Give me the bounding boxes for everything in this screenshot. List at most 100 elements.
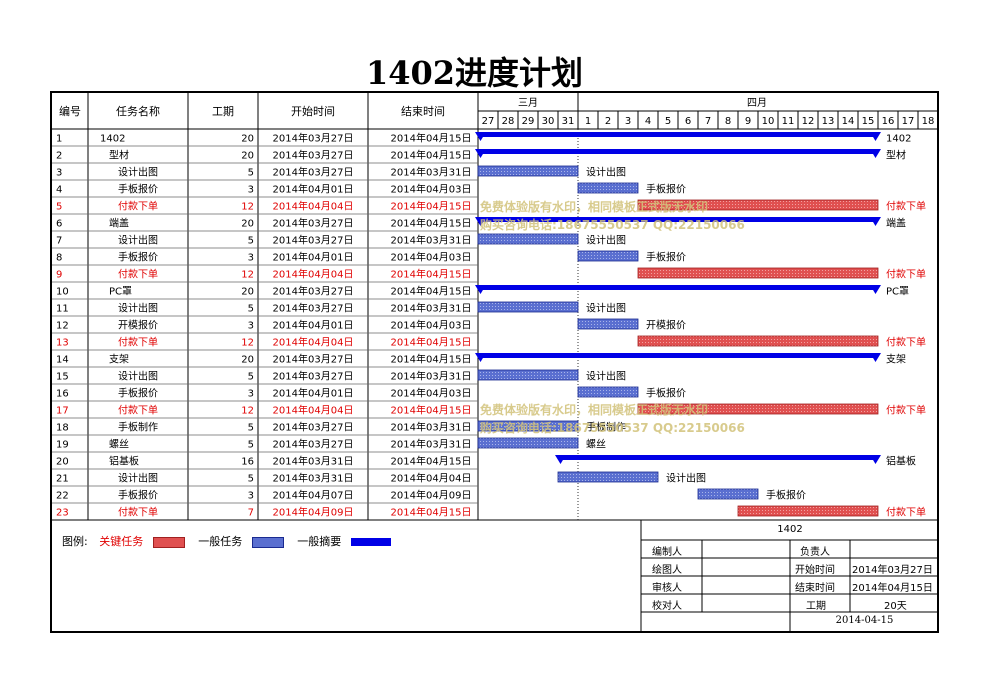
task-name: 设计出图 [118, 234, 158, 247]
task-start: 2014年03月27日 [273, 370, 354, 383]
task-bar [577, 182, 639, 194]
task-name: 手板报价 [118, 387, 158, 400]
day-label: 30 [542, 116, 555, 127]
task-end: 2014年04月15日 [391, 149, 472, 162]
summary-end-cap [870, 455, 881, 464]
header-col-end: 结束时间 [401, 105, 445, 118]
task-duration: 12 [241, 202, 254, 213]
summary-start-cap [475, 217, 486, 226]
signoff-reviewer: 审核人 [652, 583, 682, 594]
task-id: 14 [56, 355, 69, 366]
day-label: 5 [665, 116, 671, 127]
task-duration: 5 [248, 304, 254, 315]
task-end: 2014年04月15日 [391, 217, 472, 230]
task-name: 端盖 [109, 217, 129, 230]
day-label: 18 [922, 116, 935, 127]
task-name: PC罩 [109, 286, 132, 298]
task-id: 18 [56, 423, 69, 434]
task-end: 2014年04月15日 [391, 353, 472, 366]
bar-label: 端盖 [886, 217, 906, 230]
task-start: 2014年03月27日 [273, 302, 354, 315]
task-name: 设计出图 [118, 166, 158, 179]
bar-label: 设计出图 [586, 166, 626, 179]
day-label: 8 [725, 116, 731, 127]
task-start: 2014年03月27日 [273, 149, 354, 162]
task-end: 2014年04月15日 [391, 268, 472, 281]
watermark-line2: 购买咨询电话:18675550537 QQ:22150066 [480, 420, 745, 435]
task-duration: 20 [241, 355, 254, 366]
task-duration: 20 [241, 151, 254, 162]
day-label: 31 [562, 116, 575, 127]
task-id: 19 [56, 440, 69, 451]
bar-label: 付款下单 [886, 200, 926, 213]
day-label: 12 [802, 116, 815, 127]
day-label: 13 [822, 116, 835, 127]
legend-critical-label: 关键任务 [99, 535, 144, 548]
task-end: 2014年04月04日 [391, 472, 472, 485]
signoff-end-label: 结束时间 [795, 583, 835, 594]
task-name: 1402 [100, 134, 125, 145]
task-end: 2014年04月15日 [391, 285, 472, 298]
task-start: 2014年03月27日 [273, 132, 354, 145]
task-end: 2014年03月31日 [391, 302, 472, 315]
task-start: 2014年04月04日 [273, 336, 354, 349]
signoff-start-label: 开始时间 [795, 565, 835, 576]
task-id: 7 [56, 236, 62, 247]
month-label-mar: 三月 [518, 97, 538, 109]
summary-bar [478, 132, 878, 137]
day-label: 4 [645, 116, 651, 127]
header-col-id: 编号 [59, 104, 81, 118]
task-name: 设计出图 [118, 370, 158, 383]
task-end: 2014年04月15日 [391, 404, 472, 417]
bar-label: 付款下单 [886, 336, 926, 349]
task-start: 2014年04月01日 [273, 251, 354, 264]
summary-end-cap [870, 149, 881, 158]
summary-bar [478, 353, 878, 358]
task-name: 手板报价 [118, 183, 158, 196]
task-name: 型材 [109, 149, 129, 162]
task-duration: 5 [248, 440, 254, 451]
task-id: 17 [56, 406, 69, 417]
task-duration: 3 [248, 253, 254, 264]
legend-normal-label: 一般任务 [198, 535, 243, 548]
task-bar [697, 488, 759, 500]
day-label: 7 [705, 116, 711, 127]
task-end: 2014年04月15日 [391, 336, 472, 349]
task-name: 付款下单 [118, 268, 158, 281]
legend-critical-swatch [152, 536, 185, 548]
task-end: 2014年04月03日 [391, 183, 472, 196]
bar-label: 设计出图 [586, 302, 626, 315]
legend-summary-swatch [350, 538, 391, 546]
task-start: 2014年04月09日 [273, 506, 354, 519]
summary-start-cap [555, 455, 566, 464]
summary-start-cap [475, 353, 486, 362]
task-end: 2014年04月15日 [391, 200, 472, 213]
signoff-drawer: 绘图人 [652, 565, 682, 576]
day-label: 14 [842, 116, 855, 127]
task-name: 支架 [109, 354, 129, 366]
gantt-frame [50, 91, 939, 633]
bar-label: 支架 [886, 354, 906, 366]
task-id: 12 [56, 321, 69, 332]
critical-task-bar [637, 403, 879, 415]
task-id: 2 [56, 151, 62, 162]
task-duration: 5 [248, 168, 254, 179]
task-bar [477, 165, 579, 177]
task-duration: 12 [241, 270, 254, 281]
task-start: 2014年04月04日 [273, 268, 354, 281]
task-bar [477, 437, 579, 449]
bar-label: 付款下单 [886, 268, 926, 281]
task-duration: 20 [241, 287, 254, 298]
task-duration: 20 [241, 134, 254, 145]
task-id: 22 [56, 491, 69, 502]
task-start: 2014年03月27日 [273, 217, 354, 230]
signoff-start-value: 2014年03月27日 [852, 565, 933, 576]
bar-label: 手板报价 [766, 489, 806, 502]
day-label: 15 [862, 116, 875, 127]
task-id: 23 [56, 508, 69, 519]
task-end: 2014年04月09日 [391, 489, 472, 502]
summary-start-cap [475, 285, 486, 294]
bar-label: 手板报价 [646, 387, 686, 400]
task-name: 付款下单 [118, 336, 158, 349]
